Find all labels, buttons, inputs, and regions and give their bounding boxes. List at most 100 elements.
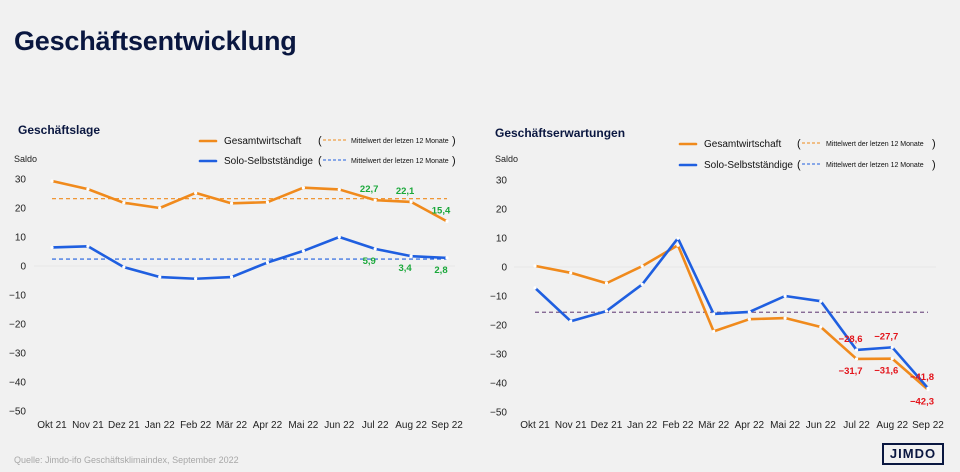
x-tick-label: Apr 22 bbox=[253, 420, 283, 431]
x-tick-label: Apr 22 bbox=[735, 420, 765, 431]
legend-close-paren: ) bbox=[452, 155, 456, 167]
data-point bbox=[569, 271, 573, 275]
series-line-solo bbox=[50, 235, 449, 281]
series-line-gesamt bbox=[50, 179, 449, 223]
data-point bbox=[301, 249, 305, 253]
legend-open-paren: ( bbox=[318, 155, 322, 167]
data-label: 2,8 bbox=[434, 265, 447, 276]
data-label: 15,4 bbox=[432, 205, 451, 216]
x-tick-label: Feb 22 bbox=[180, 420, 212, 431]
y-tick-label: 20 bbox=[496, 205, 508, 216]
data-point bbox=[854, 348, 859, 352]
y-tick-label: −30 bbox=[490, 350, 507, 361]
data-point bbox=[640, 282, 644, 286]
data-point bbox=[926, 386, 930, 390]
y-tick-label: −40 bbox=[490, 379, 507, 390]
data-label: 3,4 bbox=[398, 263, 412, 274]
data-point bbox=[747, 310, 751, 314]
x-tick-label: Jun 22 bbox=[324, 420, 354, 431]
data-point bbox=[229, 201, 234, 205]
data-point bbox=[676, 243, 680, 247]
data-point bbox=[819, 325, 823, 329]
legend-mean-text: Mittelwert der letzen 12 Monate bbox=[826, 141, 924, 148]
legend-mean-text: Mittelwert der letzen 12 Monate bbox=[826, 162, 924, 169]
y-tick-label: 10 bbox=[15, 233, 27, 244]
data-point bbox=[337, 235, 341, 239]
y-tick-label: −50 bbox=[490, 408, 507, 419]
data-point bbox=[783, 316, 787, 320]
data-label: −42,3 bbox=[910, 397, 934, 408]
x-tick-label: Mai 22 bbox=[770, 420, 800, 431]
y-tick-label: −40 bbox=[9, 378, 26, 389]
y-tick-label: 30 bbox=[15, 175, 27, 186]
data-point bbox=[337, 187, 341, 192]
x-tick-label: Okt 21 bbox=[520, 420, 550, 431]
y-tick-label: −10 bbox=[490, 292, 507, 303]
data-point bbox=[301, 186, 305, 190]
data-point bbox=[265, 200, 270, 204]
y-tick-label: 0 bbox=[501, 263, 507, 274]
data-point bbox=[445, 219, 449, 223]
y-tick-label: −10 bbox=[9, 291, 26, 302]
data-point bbox=[712, 312, 716, 316]
x-tick-label: Sep 22 bbox=[431, 420, 463, 431]
data-point bbox=[890, 345, 894, 349]
data-point bbox=[854, 357, 859, 361]
data-label: −27,7 bbox=[874, 331, 898, 342]
data-point bbox=[569, 319, 573, 323]
data-point bbox=[533, 264, 537, 268]
data-label: 22,1 bbox=[396, 186, 415, 197]
legend-label: Solo-Selbstständige bbox=[704, 160, 793, 171]
data-point bbox=[265, 260, 270, 265]
series-line-solo bbox=[533, 236, 930, 390]
legend-open-paren: ( bbox=[318, 135, 322, 147]
data-point bbox=[747, 317, 751, 321]
x-tick-label: Mär 22 bbox=[698, 420, 730, 431]
data-point bbox=[373, 198, 377, 202]
x-tick-label: Nov 21 bbox=[555, 420, 587, 431]
y-axis-label: Saldo bbox=[14, 154, 37, 164]
data-point bbox=[194, 191, 198, 195]
legend-close-paren: ) bbox=[452, 135, 456, 147]
x-tick-label: Jun 22 bbox=[806, 420, 836, 431]
data-point bbox=[604, 309, 609, 313]
data-point bbox=[122, 201, 126, 205]
chart-title: Geschäftslage bbox=[18, 123, 100, 137]
data-label: −31,6 bbox=[874, 366, 898, 377]
x-tick-label: Aug 22 bbox=[876, 420, 908, 431]
legend-mean-text: Mittelwert der letzen 12 Monate bbox=[351, 138, 449, 145]
x-tick-label: Jul 22 bbox=[362, 420, 389, 431]
data-point bbox=[819, 299, 823, 303]
source-note: Quelle: Jimdo-ifo Geschäftsklimaindex, S… bbox=[14, 455, 239, 465]
y-tick-label: 0 bbox=[20, 262, 26, 273]
x-tick-label: Jul 22 bbox=[843, 420, 870, 431]
data-point bbox=[158, 275, 162, 279]
legend-open-paren: ( bbox=[797, 159, 801, 171]
data-point bbox=[373, 247, 377, 251]
data-label: −41,8 bbox=[910, 372, 934, 383]
x-tick-label: Mai 22 bbox=[288, 420, 318, 431]
x-tick-label: Dez 21 bbox=[591, 420, 623, 431]
data-label: −28,6 bbox=[839, 334, 863, 345]
x-tick-label: Sep 22 bbox=[912, 420, 944, 431]
data-point bbox=[890, 357, 894, 361]
data-point bbox=[409, 254, 413, 258]
data-point bbox=[712, 329, 716, 333]
data-point bbox=[533, 286, 537, 290]
data-point bbox=[50, 245, 54, 250]
x-tick-label: Jan 22 bbox=[145, 420, 175, 431]
y-tick-label: −30 bbox=[9, 349, 26, 360]
series-line-gesamt bbox=[533, 243, 930, 391]
data-point bbox=[50, 179, 54, 183]
x-tick-label: Jan 22 bbox=[627, 420, 657, 431]
data-point bbox=[86, 244, 90, 248]
x-tick-label: Feb 22 bbox=[662, 420, 694, 431]
y-tick-label: 10 bbox=[496, 234, 508, 245]
legend-label: Gesamtwirtschaft bbox=[224, 136, 301, 147]
chart-title: Geschäftserwartungen bbox=[495, 126, 625, 140]
data-point bbox=[445, 256, 449, 260]
legend-label: Gesamtwirtschaft bbox=[704, 139, 781, 150]
data-point bbox=[783, 294, 787, 298]
